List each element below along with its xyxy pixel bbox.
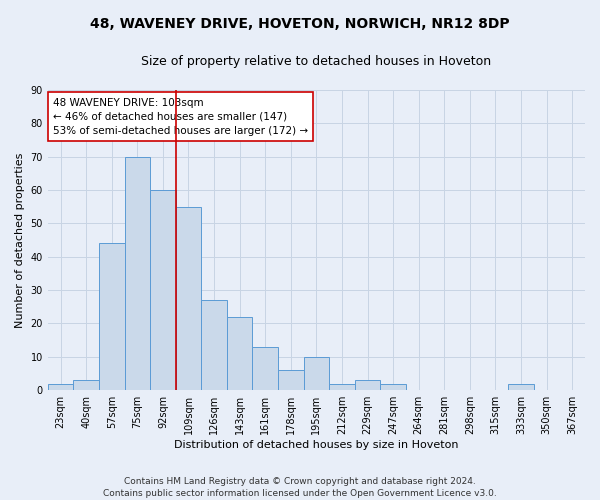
Bar [125, 156, 150, 390]
Text: 48 WAVENEY DRIVE: 103sqm
← 46% of detached houses are smaller (147)
53% of semi-: 48 WAVENEY DRIVE: 103sqm ← 46% of detach… [53, 98, 308, 136]
Bar [304, 357, 329, 390]
Bar [176, 206, 201, 390]
Text: 48, WAVENEY DRIVE, HOVETON, NORWICH, NR12 8DP: 48, WAVENEY DRIVE, HOVETON, NORWICH, NR1… [90, 18, 510, 32]
Bar [150, 190, 176, 390]
Bar [329, 384, 355, 390]
Bar [201, 300, 227, 390]
Y-axis label: Number of detached properties: Number of detached properties [15, 152, 25, 328]
Bar [48, 384, 73, 390]
Bar [99, 244, 125, 390]
Bar [278, 370, 304, 390]
Text: Contains HM Land Registry data © Crown copyright and database right 2024.
Contai: Contains HM Land Registry data © Crown c… [103, 476, 497, 498]
Bar [380, 384, 406, 390]
Bar [508, 384, 534, 390]
Title: Size of property relative to detached houses in Hoveton: Size of property relative to detached ho… [142, 55, 491, 68]
X-axis label: Distribution of detached houses by size in Hoveton: Distribution of detached houses by size … [174, 440, 458, 450]
Bar [355, 380, 380, 390]
Bar [227, 317, 253, 390]
Bar [253, 347, 278, 390]
Bar [73, 380, 99, 390]
